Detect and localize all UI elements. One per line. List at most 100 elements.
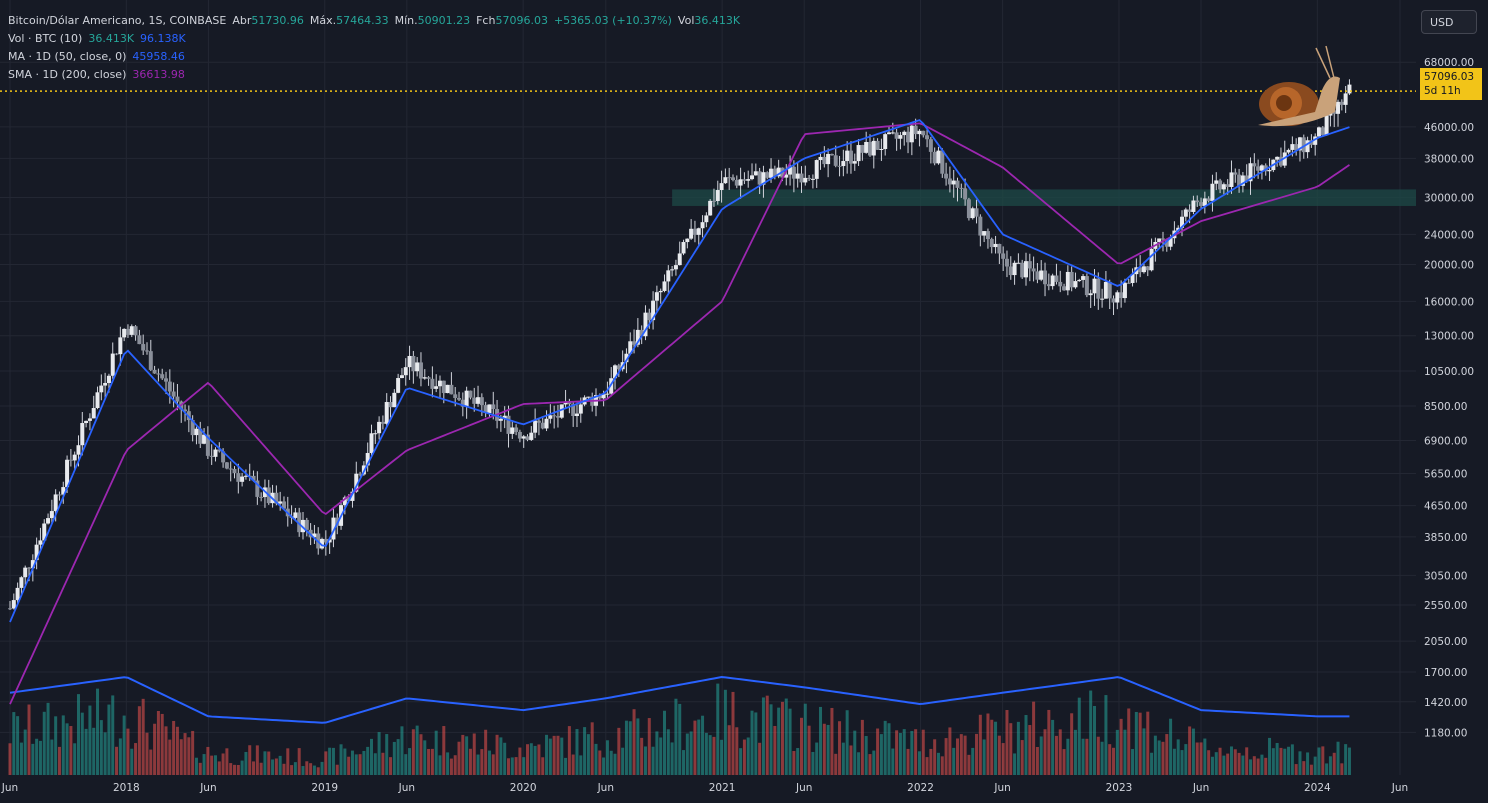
volume-bar (1165, 734, 1169, 775)
candle-body (883, 134, 888, 149)
volume-bar (1058, 729, 1062, 775)
candle-body (807, 177, 812, 179)
volume-bar (659, 737, 663, 775)
volume-bar (312, 765, 316, 775)
candle-body (1027, 261, 1032, 269)
candle-body (552, 415, 557, 417)
candle-body (278, 501, 283, 504)
ma50-line (9, 119, 1350, 623)
candle-body (902, 131, 907, 136)
volume-bar (495, 734, 499, 775)
candle-body (1073, 281, 1078, 288)
candle-body (848, 150, 853, 164)
time-tick-label: 2021 (709, 782, 736, 794)
volume-bar (1146, 711, 1150, 775)
candle-body (776, 167, 781, 177)
candle-body (1069, 271, 1074, 288)
volume-bar (697, 719, 701, 775)
volume-bar (1210, 756, 1214, 775)
price-tick-label: 16000.00 (1424, 296, 1474, 308)
candle-body (711, 200, 716, 202)
candle-body (209, 455, 214, 457)
candle-body (1313, 136, 1318, 145)
volume-bar (282, 763, 286, 775)
indicator-volume[interactable]: Vol · BTC (10) 36.413K 96.138K (8, 30, 740, 48)
volume-bar (1271, 748, 1275, 775)
candle-body (1286, 149, 1291, 153)
volume-bar (533, 745, 537, 775)
candle-body (464, 390, 469, 407)
candle-body (894, 132, 899, 139)
volume-bar (720, 739, 724, 775)
candle-body (1145, 266, 1150, 271)
candle-body (1294, 144, 1299, 151)
volume-bar (38, 740, 42, 775)
candle-body (323, 538, 328, 543)
volume-bar (331, 747, 335, 775)
candle-body (236, 473, 241, 482)
volume-bar (107, 704, 111, 775)
candle-body (890, 132, 895, 134)
candle-body (826, 153, 831, 165)
candle-body (1107, 281, 1112, 299)
indicator-ma50[interactable]: MA · 1D (50, close, 0) 45958.46 (8, 48, 740, 66)
volume-bar (1153, 735, 1157, 775)
open-label: Abr (232, 14, 252, 27)
volume-bar (1009, 723, 1013, 775)
volume-bar (1264, 757, 1268, 775)
candle-body (243, 475, 248, 477)
volume-bar (933, 739, 937, 775)
candle-body (837, 165, 842, 167)
candle-body (1062, 286, 1067, 291)
candle-body (1088, 293, 1093, 296)
volume-bar (811, 751, 815, 775)
volume-bar (244, 751, 248, 775)
candle-body (232, 469, 237, 474)
volume-bar (887, 723, 891, 775)
candle-body (818, 156, 823, 161)
volume-bar (99, 720, 103, 775)
volume-bar (350, 750, 354, 775)
candle-body (799, 173, 804, 183)
volume-bar (571, 754, 575, 775)
candle-body (692, 228, 697, 235)
volume-bar (468, 748, 472, 775)
volume-bar (830, 707, 834, 775)
volume-bar (1020, 740, 1024, 775)
volume-bar (1115, 729, 1119, 775)
candle-body (723, 177, 728, 184)
volume-bar (1229, 746, 1233, 775)
price-tick-label: 2550.00 (1424, 600, 1467, 612)
candle-body (955, 180, 960, 188)
price-axis[interactable]: 68000.00 46000.00 38000.00 30000.00 24000.00… (1424, 57, 1474, 739)
price-tick-label: 2050.00 (1424, 636, 1467, 648)
candle-body (970, 208, 975, 219)
sma200-line (9, 122, 1350, 705)
volume-bar (126, 728, 130, 775)
indicator-sma200[interactable]: SMA · 1D (200, close) 36613.98 (8, 66, 740, 84)
volume-bar (986, 713, 990, 775)
candlesticks (8, 79, 1352, 611)
candle-body (906, 131, 911, 143)
volume-bar (822, 723, 826, 775)
volume-bar (153, 723, 157, 775)
volume-bar (438, 755, 442, 775)
volume-bar (579, 755, 583, 775)
price-tick-label: 1180.00 (1424, 727, 1467, 739)
time-axis[interactable]: Jun 2018 Jun 2019 Jun 2020 Jun 2021 Jun 2022 Jun 20… (1, 782, 1408, 794)
volume-bar (453, 755, 457, 775)
symbol-name[interactable]: Bitcoin/Dólar Americano, 1S, COINBASE (8, 14, 227, 27)
candle-body (68, 459, 73, 461)
volume-bar (335, 764, 339, 775)
candle-body (1336, 101, 1341, 114)
currency-button[interactable]: USD (1421, 10, 1477, 34)
volume-bar (179, 739, 183, 775)
volume-bar (655, 731, 659, 775)
candle-body (879, 148, 884, 150)
volume-bar (545, 734, 549, 775)
volume-bar (529, 743, 533, 775)
volume-bar (685, 733, 689, 775)
volume-bar (1191, 728, 1195, 775)
candle-body (1229, 172, 1234, 187)
